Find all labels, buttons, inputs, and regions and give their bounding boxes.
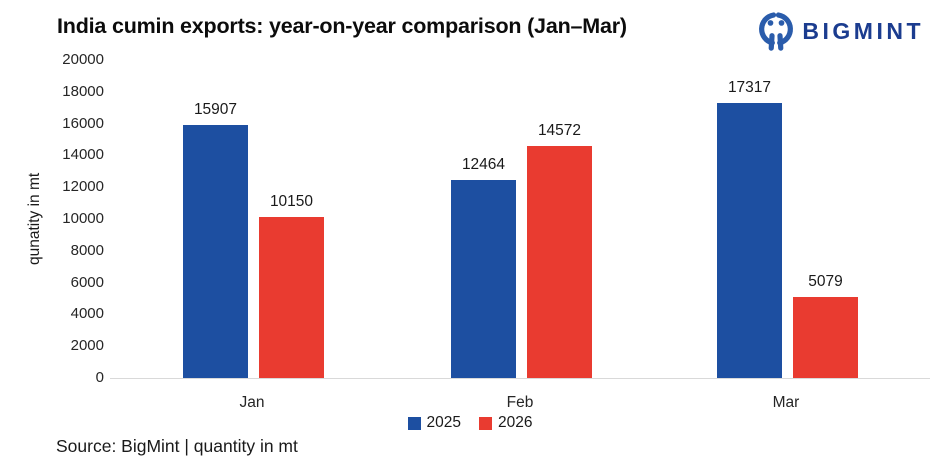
value-label: 15907	[193, 101, 238, 118]
x-axis-label: Mar	[772, 394, 800, 411]
bar-2025-Jan	[183, 125, 248, 378]
y-tick-label: 2000	[70, 337, 104, 355]
value-label: 14572	[537, 122, 582, 139]
legend-label: 2026	[498, 414, 533, 431]
y-tick-label: 8000	[70, 241, 104, 259]
y-tick-label: 20000	[62, 51, 104, 68]
bigmint-logo-text: BIGMINT	[802, 17, 924, 44]
legend: 2025 2026	[0, 414, 940, 432]
y-tick-label: 10000	[62, 210, 104, 227]
y-tick-label: 0	[95, 369, 104, 386]
y-tick-label: 6000	[70, 273, 104, 291]
legend-item-2025: 2025	[407, 414, 461, 432]
value-label: 17317	[727, 79, 772, 96]
value-label: 5079	[808, 273, 843, 290]
legend-swatch	[407, 416, 421, 430]
x-axis-label: Jan	[239, 394, 265, 411]
bar-2026-Jan	[259, 217, 324, 378]
x-axis-labels: Jan Feb Mar	[110, 394, 930, 412]
y-tick-label: 18000	[62, 82, 104, 100]
x-axis-label: Feb	[506, 394, 534, 411]
legend-label: 2025	[426, 414, 461, 431]
legend-item-2026: 2026	[479, 414, 532, 432]
bar-2026-Mar	[793, 297, 858, 378]
bigmint-person-icon	[757, 10, 795, 52]
chart-title: India cumin exports: year-on-year compar…	[57, 14, 627, 38]
bar-2025-Feb	[451, 180, 516, 378]
value-label: 10150	[269, 193, 314, 210]
y-tick-label: 16000	[62, 114, 104, 132]
plot-area: 15907 12464 17317 10150 14572 5079	[110, 60, 930, 379]
bigmint-logo: BIGMINT	[757, 10, 924, 52]
y-tick-label: 12000	[62, 178, 104, 196]
source-note: Source: BigMint | quantity in mt	[56, 436, 298, 456]
value-label: 12464	[461, 156, 506, 173]
y-tick-label: 4000	[70, 305, 104, 323]
y-tick-label: 14000	[62, 146, 104, 164]
bar-2026-Feb	[527, 146, 592, 378]
bar-2025-Mar	[717, 103, 782, 378]
legend-swatch	[479, 416, 492, 430]
y-axis-ticks: 20000 18000 16000 14000 12000 10000 8000 6000 40…	[0, 51, 104, 386]
